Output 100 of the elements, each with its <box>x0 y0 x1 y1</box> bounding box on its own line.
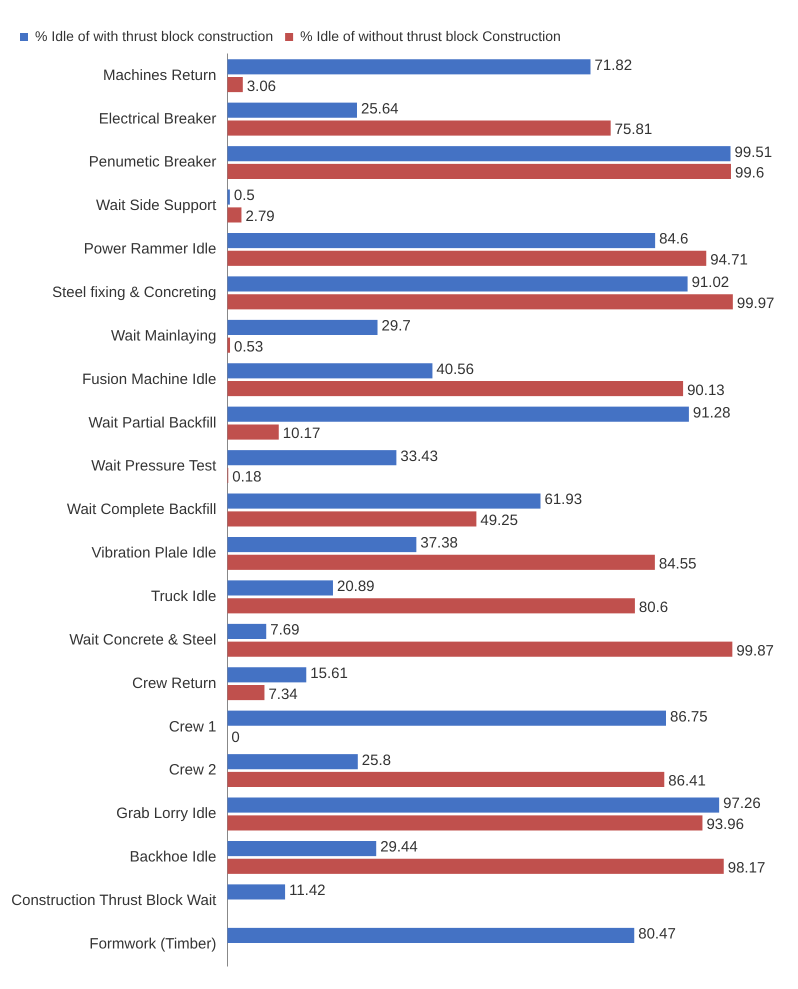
y-tick-label: Wait Complete Backfill <box>66 501 216 518</box>
bar <box>227 815 702 830</box>
bar <box>227 667 306 682</box>
bar <box>227 232 656 248</box>
y-tick-label: Power Rammer Idle <box>84 240 216 258</box>
data-label: 11.42 <box>289 882 326 900</box>
y-tick-label: Vibration Plale Idle <box>92 544 216 562</box>
data-label: 94.71 <box>710 251 748 268</box>
bar <box>227 858 724 874</box>
y-tick-label: Crew 1 <box>168 718 216 736</box>
data-label: 10.17 <box>282 425 320 442</box>
bar <box>227 190 230 205</box>
bar <box>227 77 243 92</box>
bar <box>227 102 357 118</box>
y-tick-label: Crew 2 <box>168 762 216 779</box>
data-label: 86.41 <box>668 772 706 790</box>
data-label: 0.5 <box>234 187 255 204</box>
y-tick-label: Wait Pressure Test <box>91 458 218 475</box>
data-label: 0 <box>231 729 240 746</box>
bar <box>227 250 706 266</box>
bar <box>227 207 242 222</box>
data-label: 0.53 <box>234 338 264 356</box>
bar <box>227 598 635 614</box>
data-label: 91.28 <box>692 404 730 422</box>
data-label: 99.6 <box>734 164 764 182</box>
data-label: 97.26 <box>723 795 761 812</box>
data-label: 7.69 <box>270 622 300 639</box>
bar <box>227 772 664 788</box>
bar <box>227 276 688 292</box>
data-label: 15.61 <box>310 664 348 682</box>
bar <box>227 381 684 396</box>
data-label: 84.55 <box>658 555 696 572</box>
bar <box>227 798 720 813</box>
y-tick-label: Wait Mainlaying <box>111 327 216 344</box>
data-label: 33.43 <box>400 448 438 465</box>
data-label: 86.75 <box>670 708 708 726</box>
bar <box>227 580 333 596</box>
bar <box>227 624 266 639</box>
bar <box>227 164 731 180</box>
data-label: 2.79 <box>245 208 275 226</box>
data-label: 37.38 <box>420 534 458 552</box>
data-label: 49.25 <box>480 512 518 530</box>
bar <box>227 146 731 162</box>
y-tick-label: Electrical Breaker <box>98 110 216 128</box>
data-label: 80.6 <box>638 598 668 616</box>
bar <box>227 840 376 856</box>
y-tick-label: Grab Lorry Idle <box>116 805 216 822</box>
bar <box>227 511 476 526</box>
data-label: 29.44 <box>380 838 418 856</box>
data-label: 84.6 <box>659 230 688 248</box>
bar <box>227 363 432 378</box>
data-label: 40.56 <box>436 360 474 378</box>
data-label: 20.89 <box>336 578 375 596</box>
data-label: 7.34 <box>268 686 298 703</box>
data-label: 25.8 <box>362 752 392 769</box>
y-tick-label: Wait Concrete & Steel <box>69 631 216 648</box>
bar <box>227 536 416 552</box>
y-tick-label: Construction Thrust Block Wait <box>11 892 218 909</box>
y-tick-label: Wait Side Support <box>96 197 218 214</box>
data-label: 99.51 <box>734 144 772 161</box>
data-label: 93.96 <box>706 816 744 834</box>
bar <box>227 120 611 136</box>
data-label: 3.06 <box>246 78 276 95</box>
bar <box>227 710 666 726</box>
bar <box>227 884 286 900</box>
legend-label: % Idle of with thrust block construction <box>35 28 274 44</box>
bar <box>227 320 378 335</box>
data-label: 71.82 <box>594 56 632 74</box>
bar <box>227 450 396 466</box>
bar <box>227 642 732 657</box>
bar <box>227 494 540 509</box>
bar <box>227 754 358 770</box>
data-label: 0.18 <box>232 468 262 486</box>
y-tick-label: Formwork (Timber) <box>89 935 216 952</box>
data-label: 99.87 <box>736 642 774 660</box>
data-label: 29.7 <box>382 318 411 335</box>
y-tick-label: Penumetic Breaker <box>88 154 216 171</box>
data-label: 75.81 <box>614 121 652 138</box>
data-label: 90.13 <box>687 382 725 399</box>
bar <box>227 338 230 353</box>
bar <box>227 294 733 310</box>
bar <box>227 424 279 440</box>
bar <box>227 554 655 570</box>
y-tick-label: Machines Return <box>102 66 216 84</box>
data-label: 25.64 <box>360 100 399 118</box>
y-tick-label: Backhoe Idle <box>130 848 216 866</box>
y-tick-label: Steel fixing & Concreting <box>52 284 216 301</box>
data-label: 80.47 <box>638 926 676 943</box>
y-tick-label: Fusion Machine Idle <box>82 370 216 388</box>
bar <box>227 406 689 422</box>
data-label: 61.93 <box>544 491 582 508</box>
data-label: 99.97 <box>736 294 774 312</box>
data-label: 98.17 <box>728 859 766 876</box>
data-label: 91.02 <box>692 274 730 292</box>
bar <box>227 685 264 700</box>
bar <box>227 928 634 943</box>
y-tick-label: Wait Partial Backfill <box>88 414 216 432</box>
bar <box>227 59 591 74</box>
legend-label: % Idle of without thrust block Construction <box>300 28 561 44</box>
y-tick-label: Truck Idle <box>151 588 216 605</box>
